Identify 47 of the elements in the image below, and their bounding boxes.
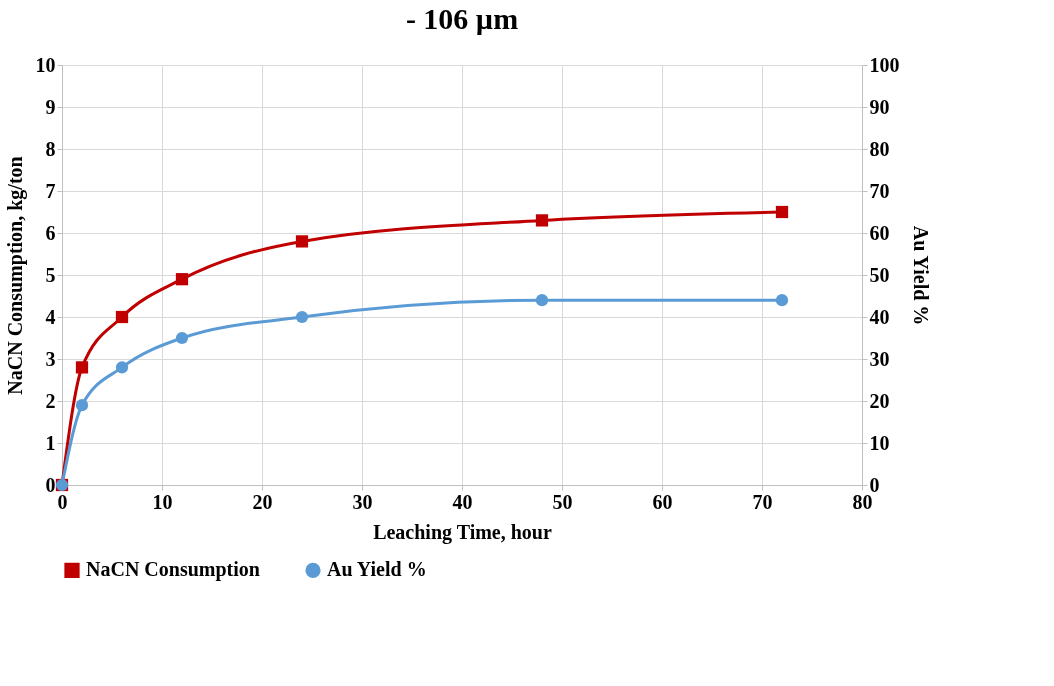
y2-tick-label: 60	[869, 221, 890, 244]
x-axis-title: Leaching Time, hour	[373, 520, 552, 544]
y-tick-label: 9	[45, 95, 56, 118]
y-axis-title: NaCN Consumption, kg/ton	[3, 156, 27, 395]
y2-tick-label: 40	[869, 305, 890, 328]
point	[115, 361, 129, 374]
x-tick-label: 50	[552, 490, 573, 513]
y-tick-label: 3	[45, 347, 56, 370]
point	[535, 294, 549, 307]
y2-tick-label: 0	[869, 473, 880, 496]
x-tick-label: 70	[752, 490, 773, 513]
point	[75, 399, 89, 412]
y-tick-label: 6	[45, 221, 56, 244]
y2-tick-label: 50	[869, 263, 890, 286]
point	[175, 331, 189, 345]
y-tick-label: 4	[45, 305, 56, 328]
point	[115, 310, 129, 324]
y2-tick-label: 80	[869, 137, 890, 160]
y-tick-label: 2	[45, 389, 56, 412]
legend-label: Au Yield %	[327, 558, 427, 581]
y-tick-label: 1	[45, 431, 56, 454]
y-tick-label: 0	[45, 473, 56, 496]
point	[775, 205, 789, 219]
point	[775, 294, 789, 307]
y2-tick-label: 70	[869, 179, 890, 202]
y2-tick-label: 10	[869, 431, 890, 454]
chart-title: - 106 µm	[405, 2, 519, 35]
x-tick-label: 10	[152, 490, 173, 513]
y2-tick-label: 100	[869, 53, 900, 76]
legend-label: NaCN Consumption	[86, 558, 260, 582]
y-tick-label: 5	[45, 263, 56, 286]
y-tick-label: 10	[35, 53, 56, 76]
y2-tick-label: 30	[869, 347, 890, 370]
y-tick-label: 7	[45, 179, 56, 202]
point	[75, 361, 89, 374]
x-tick-label: 20	[252, 490, 273, 513]
point	[295, 235, 309, 248]
point	[295, 310, 309, 324]
y2-tick-label: 20	[869, 389, 890, 412]
point	[535, 214, 549, 227]
point	[175, 273, 189, 286]
y-tick-label: 8	[45, 137, 56, 160]
y2-tick-label: 90	[869, 95, 890, 118]
x-tick-label: 30	[352, 490, 373, 513]
x-tick-label: 40	[452, 490, 473, 513]
x-tick-label: 60	[652, 490, 673, 513]
y2-axis-title: Au Yield %	[909, 225, 932, 326]
